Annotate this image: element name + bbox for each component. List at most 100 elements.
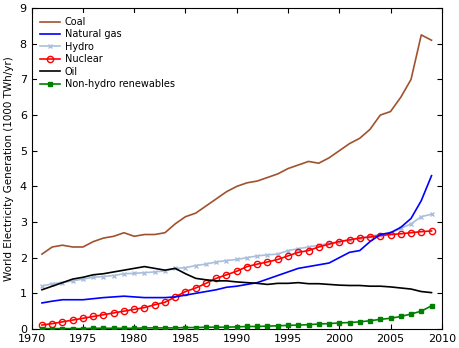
Natural gas — [193, 291, 198, 295]
Hydro — [223, 259, 229, 263]
Hydro — [80, 277, 85, 281]
Coal — [234, 184, 239, 189]
Hydro — [418, 215, 423, 219]
Line: Nuclear: Nuclear — [39, 228, 434, 328]
Hydro — [295, 247, 300, 251]
Oil — [182, 272, 188, 276]
Non-hydro renewables — [305, 323, 311, 327]
Hydro — [325, 241, 331, 245]
Coal — [397, 95, 403, 100]
Natural gas — [274, 274, 280, 278]
Oil — [325, 282, 331, 286]
Natural gas — [315, 263, 321, 267]
Nuclear — [346, 238, 352, 242]
Natural gas — [182, 293, 188, 297]
Natural gas — [203, 290, 208, 294]
Oil — [162, 268, 168, 272]
Oil — [121, 268, 127, 272]
Coal — [60, 243, 65, 247]
Legend: Coal, Natural gas, Hydro, Nuclear, Oil, Non-hydro renewables: Coal, Natural gas, Hydro, Nuclear, Oil, … — [36, 13, 178, 93]
Nuclear — [387, 232, 392, 237]
Hydro — [336, 239, 341, 244]
Non-hydro renewables — [213, 325, 218, 329]
Non-hydro renewables — [90, 326, 96, 330]
Natural gas — [80, 298, 85, 302]
Coal — [387, 110, 392, 114]
Non-hydro renewables — [223, 325, 229, 329]
Hydro — [203, 262, 208, 266]
Hydro — [234, 258, 239, 262]
Oil — [193, 276, 198, 280]
Natural gas — [428, 174, 433, 178]
Natural gas — [141, 295, 147, 300]
Nuclear — [39, 323, 45, 327]
Nuclear — [397, 232, 403, 236]
Natural gas — [325, 261, 331, 265]
Non-hydro renewables — [234, 325, 239, 329]
Non-hydro renewables — [182, 325, 188, 330]
Coal — [121, 231, 127, 235]
Coal — [162, 231, 168, 235]
Nuclear — [428, 229, 433, 233]
Oil — [397, 286, 403, 290]
Hydro — [70, 279, 75, 283]
Oil — [254, 281, 259, 285]
Oil — [285, 281, 290, 285]
Non-hydro renewables — [203, 325, 208, 329]
Nuclear — [70, 318, 75, 322]
Natural gas — [223, 285, 229, 289]
Oil — [346, 283, 352, 287]
Oil — [213, 279, 218, 283]
Non-hydro renewables — [162, 326, 168, 330]
Oil — [418, 290, 423, 294]
Coal — [336, 149, 341, 153]
Non-hydro renewables — [274, 324, 280, 328]
Nuclear — [111, 311, 116, 315]
Natural gas — [213, 288, 218, 292]
Oil — [111, 270, 116, 274]
Oil — [264, 282, 270, 286]
Coal — [305, 159, 311, 164]
Hydro — [162, 269, 168, 273]
Nuclear — [408, 231, 413, 235]
Coal — [377, 113, 382, 117]
Oil — [39, 288, 45, 292]
Oil — [172, 266, 178, 270]
Hydro — [182, 266, 188, 270]
Nuclear — [50, 322, 55, 326]
Nuclear — [213, 276, 218, 280]
Coal — [408, 77, 413, 81]
Hydro — [101, 275, 106, 279]
Oil — [234, 280, 239, 284]
Nuclear — [325, 242, 331, 246]
Nuclear — [151, 303, 157, 307]
Nuclear — [60, 320, 65, 324]
Coal — [295, 163, 300, 167]
Nuclear — [418, 230, 423, 234]
Oil — [101, 272, 106, 276]
Hydro — [39, 284, 45, 288]
Coal — [203, 204, 208, 208]
Nuclear — [377, 234, 382, 238]
Nuclear — [121, 309, 127, 313]
Nuclear — [315, 245, 321, 249]
Non-hydro renewables — [377, 317, 382, 322]
Line: Coal: Coal — [42, 35, 431, 254]
Natural gas — [172, 295, 178, 299]
Coal — [346, 142, 352, 146]
Oil — [203, 278, 208, 282]
Oil — [70, 277, 75, 281]
Nuclear — [366, 235, 372, 239]
Non-hydro renewables — [428, 304, 433, 308]
Coal — [428, 38, 433, 42]
Natural gas — [346, 250, 352, 254]
Oil — [336, 283, 341, 287]
Non-hydro renewables — [325, 322, 331, 326]
Oil — [151, 266, 157, 270]
Nuclear — [141, 306, 147, 310]
Oil — [387, 285, 392, 289]
Non-hydro renewables — [397, 314, 403, 318]
Coal — [131, 234, 137, 238]
Oil — [223, 279, 229, 283]
Hydro — [408, 222, 413, 226]
